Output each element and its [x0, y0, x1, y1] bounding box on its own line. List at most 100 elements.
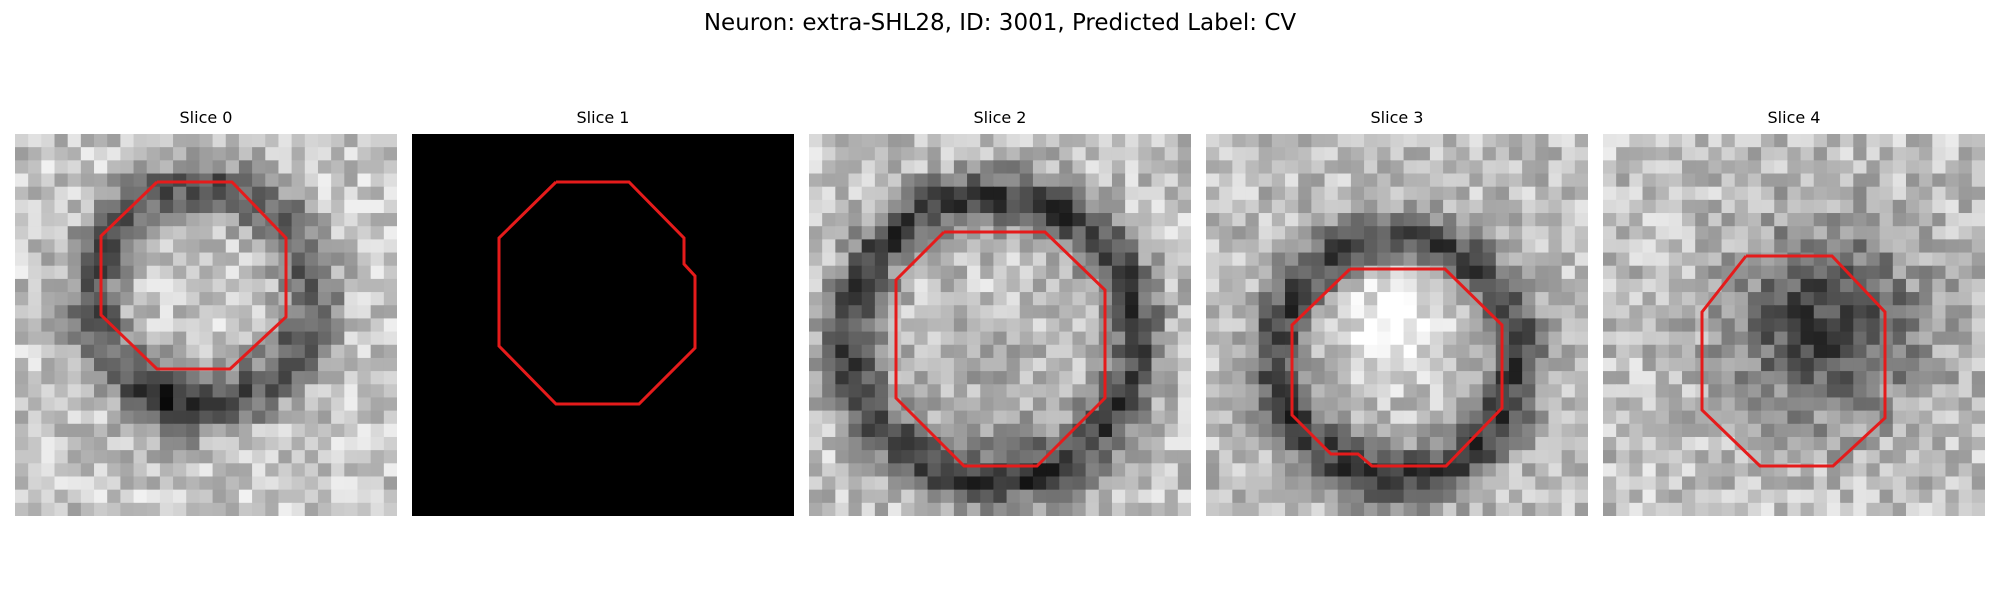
pixel: [596, 357, 611, 372]
pixel: [1098, 226, 1113, 240]
pixel: [517, 186, 532, 201]
pixel: [861, 502, 876, 516]
pixel: [1111, 292, 1126, 306]
pixel: [1164, 173, 1179, 188]
pixel: [504, 226, 518, 240]
pixel: [1629, 147, 1644, 161]
pixel: [1629, 213, 1644, 227]
pixel: [1774, 199, 1789, 214]
pixel: [1787, 331, 1802, 346]
pixel: [1416, 384, 1431, 399]
pixel: [1495, 134, 1510, 148]
pixel: [80, 450, 95, 464]
pixel: [1508, 160, 1523, 175]
pixel: [41, 502, 56, 516]
pixel: [596, 476, 611, 491]
pixel: [1177, 160, 1191, 175]
pixel: [517, 436, 532, 451]
pixel: [1298, 292, 1312, 306]
pixel: [344, 423, 359, 438]
pixel: [517, 463, 532, 478]
pixel: [701, 147, 716, 161]
pixel: [1508, 173, 1523, 188]
pixel: [517, 292, 532, 306]
pixel: [1364, 226, 1378, 240]
pixel: [1958, 265, 1973, 280]
slice-panel-0: Slice 0: [15, 108, 397, 516]
pixel: [728, 476, 742, 491]
pixel: [1971, 278, 1985, 293]
pixel: [438, 344, 453, 359]
pixel: [1866, 331, 1881, 346]
pixel: [517, 450, 532, 464]
pixel: [728, 410, 742, 425]
pixel: [173, 186, 187, 201]
pixel: [331, 489, 345, 504]
pixel: [1403, 318, 1418, 333]
pixel: [688, 423, 703, 438]
pixel: [1905, 252, 1920, 267]
pixel: [317, 239, 332, 254]
pixel: [80, 278, 95, 293]
pixel: [530, 252, 545, 267]
pixel: [1482, 489, 1497, 504]
pixel: [1443, 186, 1457, 201]
pixel: [728, 436, 742, 451]
pixel: [1561, 305, 1576, 320]
pixel: [1206, 450, 1220, 464]
pixel: [317, 199, 332, 214]
pixel: [67, 186, 82, 201]
pixel: [67, 489, 82, 504]
pixel: [159, 147, 174, 161]
pixel: [120, 384, 135, 399]
pixel: [1840, 278, 1854, 293]
pixel: [1905, 450, 1920, 464]
pixel: [1311, 397, 1326, 412]
pixel: [438, 134, 453, 148]
pixel: [1642, 384, 1657, 399]
pixel: [1747, 305, 1762, 320]
pixel: [1774, 436, 1789, 451]
pixel: [1668, 252, 1683, 267]
pixel: [1098, 489, 1113, 504]
pixel: [1206, 147, 1220, 161]
pixel: [67, 450, 82, 464]
pixel: [556, 371, 571, 385]
pixel: [438, 410, 453, 425]
pixel: [1377, 213, 1392, 227]
pixel: [1006, 199, 1021, 214]
pixel: [1971, 173, 1985, 188]
pixel: [701, 213, 716, 227]
pixel: [1655, 397, 1670, 412]
pixel: [1164, 476, 1179, 491]
pixel: [1548, 384, 1563, 399]
pixel: [701, 292, 716, 306]
pixel: [1603, 318, 1617, 333]
pixel: [714, 318, 729, 333]
pixel: [412, 213, 426, 227]
pixel: [1655, 160, 1670, 175]
pixel: [1958, 476, 1973, 491]
pixel: [15, 318, 29, 333]
pixel: [675, 226, 690, 240]
pixel: [1800, 344, 1815, 359]
pixel: [173, 410, 187, 425]
pixel: [1495, 252, 1510, 267]
pixel: [1482, 134, 1497, 148]
pixel: [1548, 423, 1563, 438]
pixel: [1840, 436, 1854, 451]
pixel: [1245, 213, 1260, 227]
pixel: [714, 186, 729, 201]
pixel: [133, 410, 148, 425]
pixel: [225, 134, 240, 148]
pixel: [1561, 213, 1576, 227]
pixel: [370, 226, 385, 240]
pixel: [835, 410, 850, 425]
pixel: [304, 186, 319, 201]
pixel: [54, 199, 69, 214]
pixel: [1443, 292, 1457, 306]
pixel: [1787, 173, 1802, 188]
pixel: [344, 331, 359, 346]
pixel: [809, 278, 823, 293]
pixel: [1708, 450, 1723, 464]
